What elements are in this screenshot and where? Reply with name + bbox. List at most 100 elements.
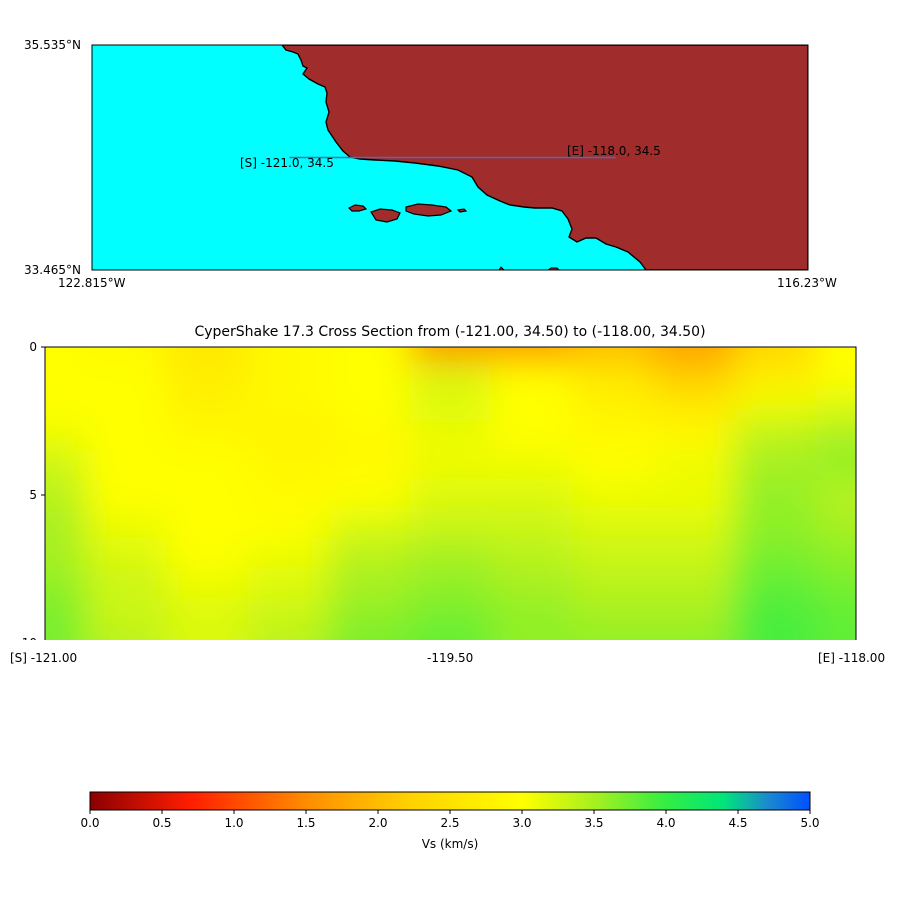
heatmap-cell [653,509,735,540]
map-lat-top-label: 35.535°N [24,38,81,52]
heatmap-cell [247,539,330,570]
heatmap-cell [247,509,330,540]
heatmap-cell [815,569,856,600]
colorbar-tick-label: 4.0 [656,816,675,830]
heatmap-cell [815,509,856,540]
heatmap-cell [85,391,168,422]
profile-end-label: [E] -118.0, 34.5 [567,144,661,158]
heatmap-cell [734,509,816,540]
heatmap-cell [166,450,249,481]
heatmap-cell [815,628,856,640]
heatmap-cell [247,569,330,600]
heatmap-cell [45,347,87,363]
heatmap-cell [85,421,168,452]
heatmap-cell [45,628,87,640]
heatmap-cell [572,480,654,511]
heatmap-cell [247,347,330,363]
heatmap-cell [653,480,735,511]
heatmap-cell [328,539,411,570]
heatmap-cell [491,450,573,481]
heatmap-cell [409,347,492,363]
heatmap-cell [572,598,654,629]
heatmap-cell [45,391,87,422]
heatmap-cell [409,480,492,511]
heatmap-cell [572,628,654,640]
heatmap-cell [409,628,492,640]
colorbar-label: Vs (km/s) [421,837,479,851]
heatmap-cell [734,569,816,600]
heatmap-cell [45,480,87,511]
colorbar-tick-label: 0.5 [152,816,171,830]
heatmap-cell [815,450,856,481]
heatmap-cell [85,598,168,629]
heatmap-cell [653,361,735,392]
heatmap-cell [247,361,330,392]
heatmap-cell [166,421,249,452]
heatmap-cell [734,539,816,570]
heatmap-cell [247,628,330,640]
heatmap-cell [166,347,249,363]
heatmap-cell [45,450,87,481]
heatmap-cell [85,450,168,481]
heatmap-cell [85,628,168,640]
heatmap-cell [491,569,573,600]
heatmap-cell [653,391,735,422]
heatmap-cell [45,509,87,540]
heatmap-cell [653,450,735,481]
heatmap-cell [815,480,856,511]
colorbar-tick-label: 5.0 [800,816,819,830]
heatmap-cell [653,569,735,600]
heatmap-cell [815,347,856,363]
heatmap-cell [653,421,735,452]
heatmap-cell [734,391,816,422]
heatmap-cell [409,539,492,570]
colorbar-gradient [89,791,811,811]
heatmap-cell [409,450,492,481]
heatmap-cell [734,480,816,511]
heatmap-cell [491,509,573,540]
heatmap-cell [247,480,330,511]
island-anacapa [456,208,468,213]
heatmap-cell [328,361,411,392]
heatmap-cell [45,421,87,452]
heatmap-cell [653,628,735,640]
heatmap-cell [85,539,168,570]
x-tick-end: [E] -118.00 [818,651,886,665]
heatmap-cell [572,539,654,570]
heatmap-cell [85,480,168,511]
heatmap-cell [815,421,856,452]
island-santa-cruz [405,203,453,217]
heatmap-cell [328,509,411,540]
heatmap-cell [166,539,249,570]
heatmap-cell [328,628,411,640]
colorbar-tick-label: 4.5 [728,816,747,830]
heatmap-cell [409,569,492,600]
heatmap-cell [409,361,492,392]
heatmap-cell [491,480,573,511]
heatmap-cell [572,391,654,422]
heatmap-cell [85,509,168,540]
y-tick-label: 0 [29,340,37,354]
heatmap-cell [166,509,249,540]
colorbar: 0.0 0.5 1.0 1.5 2.0 2.5 3.0 3.5 4.0 4.5 5.0 [80,791,820,830]
heatmap-cell [734,421,816,452]
heatmap-cell [247,598,330,629]
heatmap-cell [85,569,168,600]
heatmap-cell [491,347,573,363]
heatmap-cell [328,421,411,452]
heatmap-cell [734,361,816,392]
heatmap-cell [328,480,411,511]
island-san-miguel [347,204,368,212]
heatmap-cell [653,539,735,570]
heatmap-cell [409,421,492,452]
heatmap-cell [247,450,330,481]
heatmap-cell [734,347,816,363]
heatmap-cell [491,361,573,392]
colorbar-tick-label: 2.0 [368,816,387,830]
map-lat-bottom-label: 33.465°N [24,263,81,277]
heatmap-cell [409,509,492,540]
heatmap-cell [45,598,87,629]
y-tick-label: 10 [22,636,37,640]
cross-section-title: CyperShake 17.3 Cross Section from (-121… [194,324,706,340]
heatmap-cell [166,628,249,640]
